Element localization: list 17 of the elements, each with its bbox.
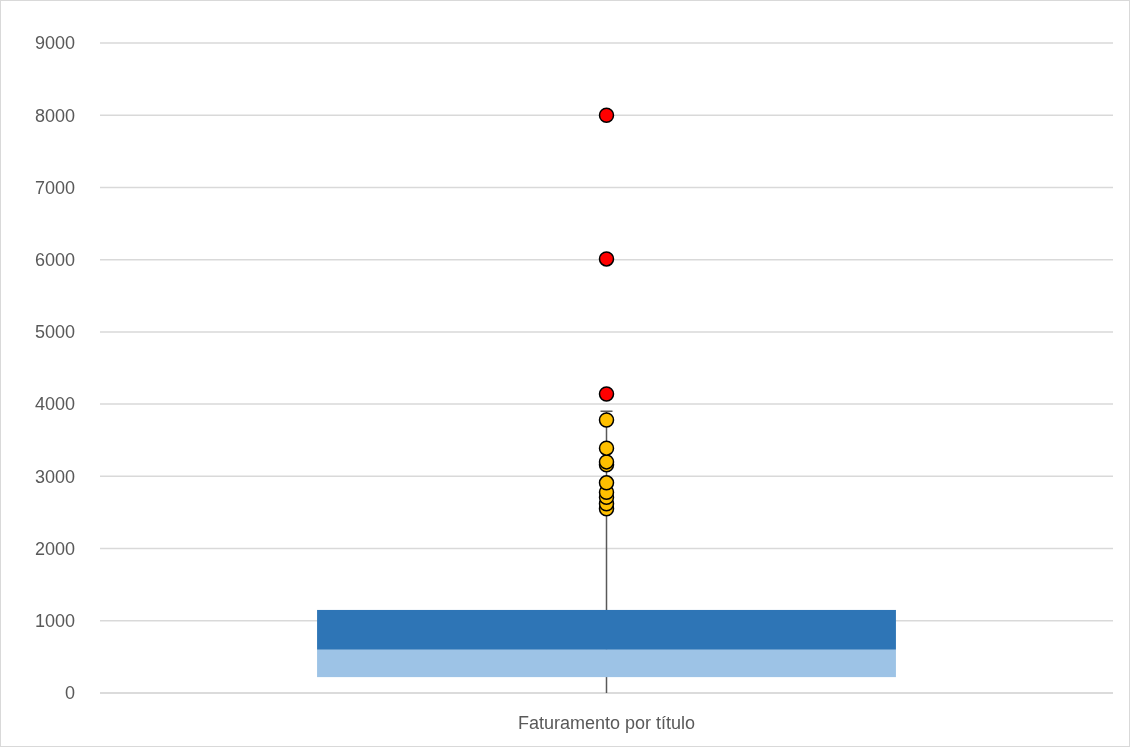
point [598, 412, 615, 428]
point [598, 475, 615, 491]
y-tick-label: 3000 [34, 466, 75, 487]
y-tick-label: 4000 [34, 394, 75, 415]
y-tick-label: 2000 [34, 538, 75, 559]
point [598, 440, 615, 456]
x-tick-label: Faturamento por título [517, 713, 696, 733]
point [598, 386, 615, 402]
y-tick-label: 5000 [34, 322, 75, 343]
point [598, 251, 615, 267]
y-tick-label: 8000 [34, 105, 75, 126]
y-tick-label: 6000 [34, 249, 75, 270]
y-tick-label: 9000 [34, 33, 75, 54]
y-tick-label: 1000 [34, 611, 75, 632]
y-tick-label: 0 [64, 683, 75, 704]
point [598, 107, 615, 123]
y-tick-label: 7000 [34, 177, 75, 198]
